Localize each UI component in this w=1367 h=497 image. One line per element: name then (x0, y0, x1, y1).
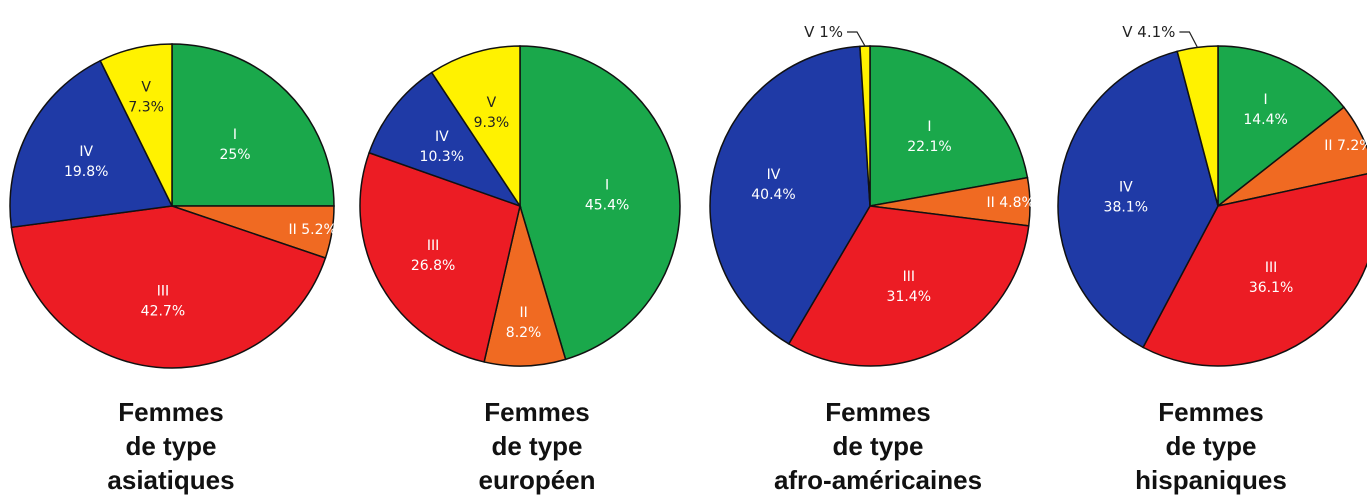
caption-african-american: Femmes de type afro-américaines (728, 395, 1028, 497)
pie-slice-v (99, 43, 173, 207)
slice-value-iv: 10.3% (420, 149, 464, 165)
slice-label-iii: III (427, 238, 439, 254)
caption-line-2: de type (491, 431, 583, 461)
pie-slice-v (1176, 45, 1219, 207)
slice-value-iii: 36.1% (1249, 280, 1293, 296)
slice-label-iv: IV (767, 167, 781, 183)
slice-value-i: 25% (219, 147, 250, 163)
caption-line-1: Femmes (118, 397, 224, 427)
pie-slice-iv (1057, 50, 1219, 349)
pie-slice-iii (787, 205, 1030, 367)
caption-hispanic: Femmes de type hispaniques (1061, 395, 1361, 497)
slice-label-ii: II 7.2% (1324, 138, 1367, 154)
slice-label-iii: III (903, 269, 915, 285)
pie-chart: I 22.1% II 4.8% III 31.4% IV 40.4% V 1% (709, 23, 1035, 367)
callout-line (1179, 31, 1198, 48)
slice-value-iii: 31.4% (887, 289, 931, 305)
caption-line-3: asiatiques (107, 465, 235, 495)
pie-slice-i (869, 45, 1029, 207)
pie-slice-iii (10, 205, 327, 369)
pie-slice-i (519, 45, 681, 361)
slice-label-ii: II 5.2% (289, 222, 337, 238)
slice-label-v: V 1% (804, 23, 843, 41)
pie-chart: I 45.4% II 8.2% III 26.8% IV 10.3% V 9.3% (359, 45, 681, 367)
slice-label-iii: III (1265, 260, 1277, 276)
slice-value-iv: 40.4% (751, 187, 795, 203)
caption-line-1: Femmes (1158, 397, 1264, 427)
caption-european: Femmes de type européen (387, 395, 687, 497)
pie-slice-iii (359, 151, 521, 363)
pie-slice-v (430, 45, 521, 209)
slice-label-ii: II 4.8% (987, 195, 1035, 211)
pie-chart: I 25% II 5.2% III 42.7% IV 19.8% V 7.3% (9, 43, 337, 369)
slice-label-i: I (605, 177, 609, 193)
slice-value-iii: 26.8% (411, 258, 455, 274)
slice-label-iii: III (157, 284, 169, 300)
slice-label-i: I (1264, 92, 1268, 108)
slice-value-i: 45.4% (585, 197, 629, 213)
slice-value-iv: 38.1% (1104, 199, 1148, 215)
caption-line-2: de type (832, 431, 924, 461)
caption-line-2: de type (125, 431, 217, 461)
slice-value-iv: 19.8% (64, 164, 108, 180)
slice-value-iii: 42.7% (141, 304, 185, 320)
slice-label-v: V (487, 95, 497, 111)
slice-value-ii: 8.2% (506, 325, 542, 341)
slice-value-i: 14.4% (1243, 112, 1287, 128)
slice-value-i: 22.1% (907, 139, 951, 155)
slice-label-iv: IV (1119, 179, 1133, 195)
slice-label-i: I (233, 127, 237, 143)
slice-label-ii: II (519, 305, 527, 321)
slice-value-v: 7.3% (128, 100, 164, 116)
slice-label-iv: IV (435, 129, 449, 145)
pie-slice-iv (368, 71, 522, 208)
pie-slice-iv (709, 45, 871, 345)
caption-asian: Femmes de type asiatiques (21, 395, 321, 497)
caption-line-3: hispaniques (1135, 465, 1287, 495)
callout-line (847, 31, 866, 47)
caption-line-3: européen (478, 465, 596, 495)
slice-label-v: V 4.1% (1122, 23, 1175, 41)
caption-line-2: de type (1165, 431, 1257, 461)
caption-line-1: Femmes (825, 397, 931, 427)
slice-label-iv: IV (79, 144, 93, 160)
slice-value-v: 9.3% (474, 115, 510, 131)
pie-slice-i (171, 43, 335, 207)
slice-label-v: V (141, 80, 151, 96)
caption-line-1: Femmes (484, 397, 590, 427)
pie-slice-i (1217, 45, 1345, 208)
pie-slice-iii (1142, 173, 1367, 367)
pie-slice-iv (9, 59, 174, 229)
caption-line-3: afro-américaines (773, 465, 983, 495)
pie-chart: I 14.4% II 7.2% III 36.1% IV 38.1% V 4.1% (1057, 23, 1367, 367)
slice-label-i: I (927, 119, 931, 135)
